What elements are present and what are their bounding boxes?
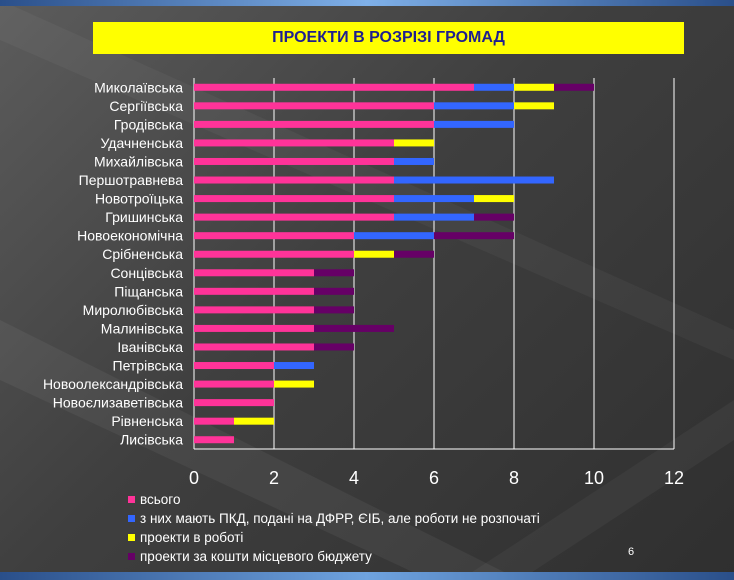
bar-4-series-0 [194,157,394,165]
category-label-7: Гришинська [105,209,183,225]
bar-5-series-0 [194,176,394,184]
bar-14-series-3 [314,343,354,351]
bar-9-series-2 [354,250,394,258]
bar-7-series-0 [194,213,394,221]
chart-title-box: ПРОЕКТИ В РОЗРІЗІ ГРОМАД [93,22,684,54]
bar-12-series-0 [194,306,314,314]
bar-1-series-2 [514,102,554,110]
bar-0-series-3 [554,83,594,91]
bar-11-series-3 [314,287,354,295]
bar-13-series-3 [314,324,394,332]
category-label-10: Сонцівська [110,265,183,281]
bar-0-series-2 [514,83,554,91]
bar-0-series-0 [194,83,474,91]
chart-legend: всього з них мають ПКД, подані на ДФРР, … [128,490,540,566]
x-tick-label-1: 2 [269,468,279,488]
category-label-8: Новоекономічна [77,228,183,244]
category-label-18: Рівненська [111,413,183,429]
bar-14-series-0 [194,343,314,351]
bar-3-series-0 [194,139,394,147]
bar-9-series-0 [194,250,354,258]
bar-10-series-3 [314,269,354,277]
category-label-15: Петрівська [113,358,184,374]
category-label-2: Гродівська [114,116,183,132]
legend-item-in-progress: проекти в роботі [128,528,540,547]
category-label-13: Малинівська [101,320,183,336]
x-tick-label-4: 8 [509,468,519,488]
category-label-9: Срібненська [102,246,183,262]
legend-label-total: всього [140,492,181,507]
bottom-accent-strip [0,572,734,580]
bar-1-series-0 [194,102,434,110]
legend-swatch-in-progress [128,534,135,541]
category-label-16: Новоолександрівська [43,376,183,392]
x-tick-label-3: 6 [429,468,439,488]
bar-15-series-0 [194,362,274,370]
category-label-17: Новоєлизаветівська [53,395,183,411]
category-label-0: Миколаївська [94,79,183,95]
bar-6-series-0 [194,195,394,203]
bar-8-series-0 [194,232,354,240]
bar-12-series-3 [314,306,354,314]
category-label-6: Новотроїцька [95,191,183,207]
slide-number: 6 [628,546,635,558]
category-label-14: Іванівська [117,339,183,355]
bar-10-series-0 [194,269,314,277]
category-label-3: Удачненська [100,135,183,151]
x-tick-label-5: 10 [584,468,604,488]
bar-6-series-2 [474,195,514,203]
bar-7-series-3 [474,213,514,221]
bar-2-series-1 [434,120,514,128]
bar-15-series-1 [274,362,314,370]
legend-label-local-budget: проекти за кошти місцевого бюджету [140,549,372,564]
bar-16-series-2 [274,380,314,388]
bar-6-series-1 [394,195,474,203]
bar-11-series-0 [194,287,314,295]
bar-5-series-1 [394,176,554,184]
category-label-5: Першотравнева [79,172,184,188]
legend-item-total: всього [128,490,540,509]
legend-item-local-budget: проекти за кошти місцевого бюджету [128,547,540,566]
legend-swatch-local-budget [128,553,135,560]
x-tick-label-6: 12 [664,468,684,488]
top-accent-strip [0,0,734,6]
bar-2-series-0 [194,120,434,128]
category-label-4: Михайлівська [94,153,183,169]
bar-17-series-0 [194,399,274,407]
category-label-12: Миролюбівська [83,302,184,318]
bar-9-series-3 [394,250,434,258]
bar-18-series-0 [194,417,234,425]
bar-19-series-0 [194,436,234,444]
chart-title: ПРОЕКТИ В РОЗРІЗІ ГРОМАД [272,29,505,46]
legend-item-pkd: з них мають ПКД, подані на ДФРР, ЄІБ, ал… [128,509,540,528]
bar-0-series-1 [474,83,514,91]
category-label-1: Сергіївська [109,98,183,114]
category-label-11: Піщанська [114,283,183,299]
bar-3-series-2 [394,139,434,147]
bar-8-series-3 [434,232,514,240]
x-tick-label-0: 0 [189,468,199,488]
legend-label-pkd: з них мають ПКД, подані на ДФРР, ЄІБ, ал… [140,511,540,526]
legend-swatch-total [128,496,135,503]
bar-16-series-0 [194,380,274,388]
legend-label-in-progress: проекти в роботі [140,530,244,545]
bar-1-series-1 [434,102,514,110]
legend-swatch-pkd [128,515,135,522]
bar-18-series-2 [234,417,274,425]
x-tick-label-2: 4 [349,468,359,488]
bar-7-series-1 [394,213,474,221]
bar-4-series-1 [394,157,434,165]
category-label-19: Лисівська [120,432,183,448]
bar-13-series-0 [194,324,314,332]
bar-8-series-1 [354,232,434,240]
